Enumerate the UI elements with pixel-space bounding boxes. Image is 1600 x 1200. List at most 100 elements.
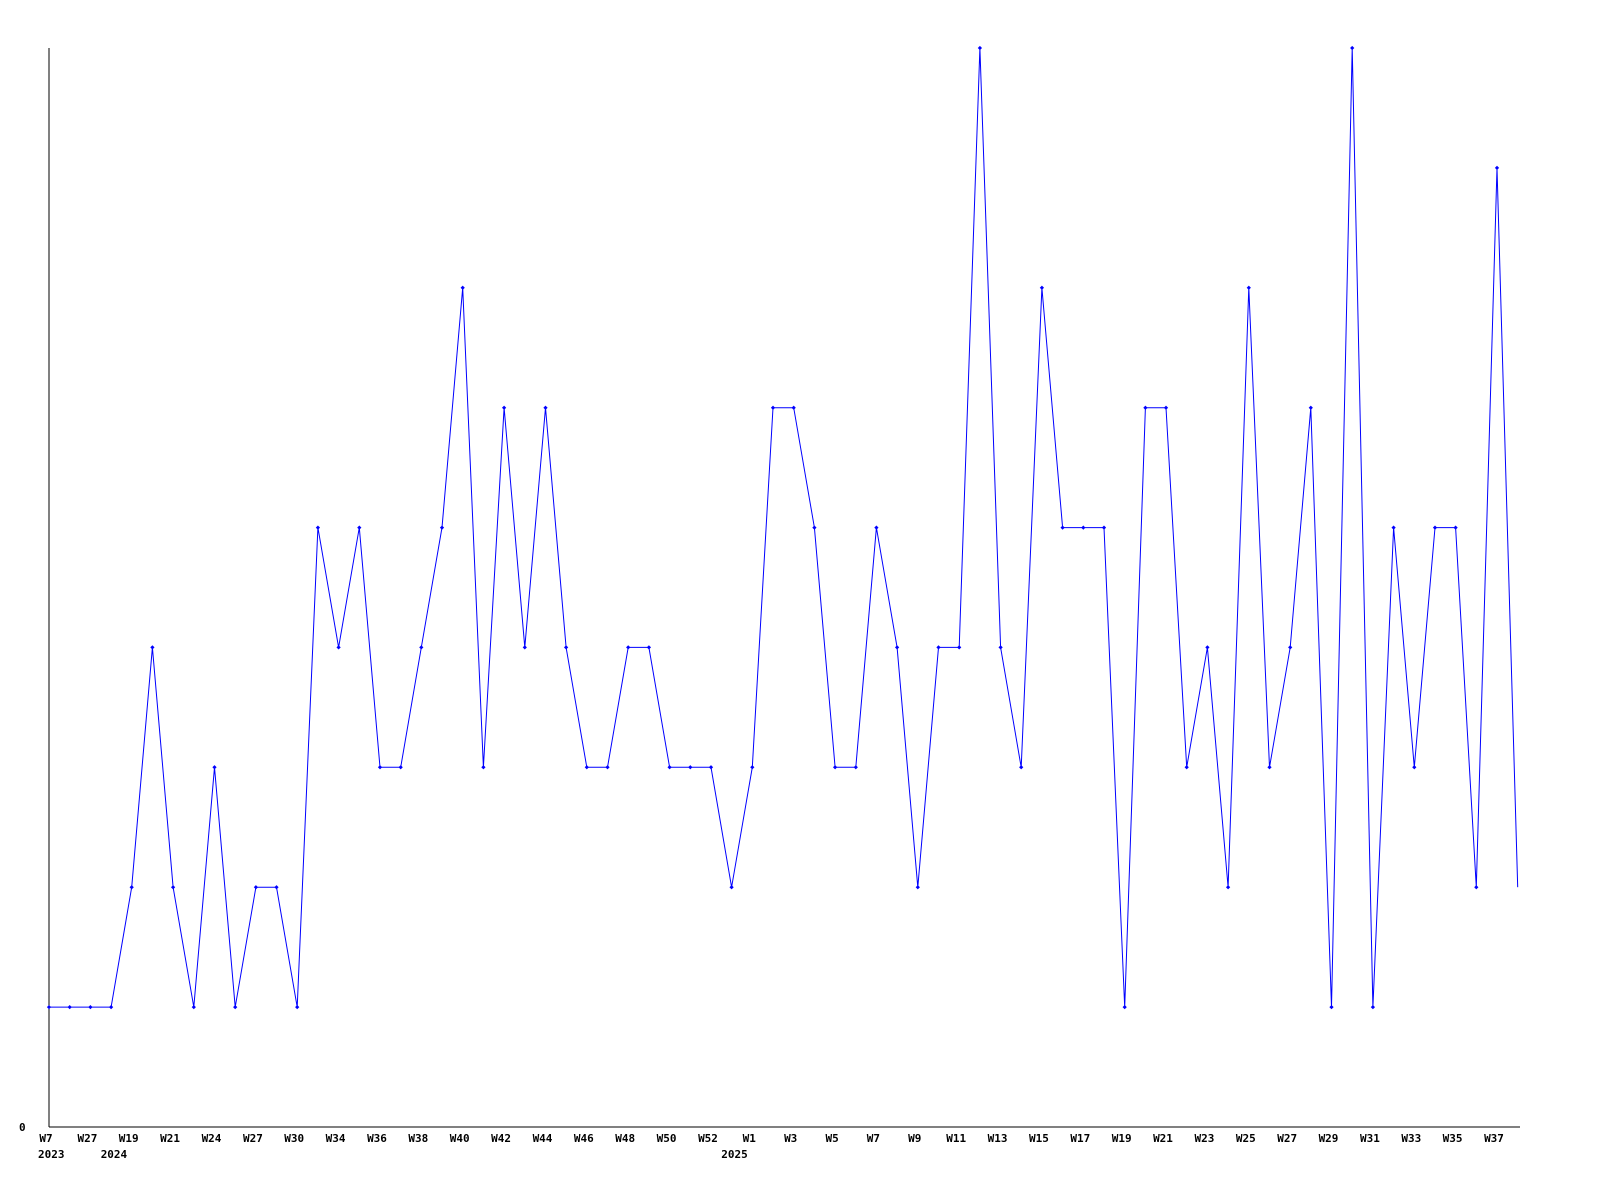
x-tick-label: W36	[367, 1132, 387, 1145]
data-point	[1329, 1004, 1334, 1010]
data-point	[1370, 1004, 1376, 1010]
data-point	[253, 885, 259, 890]
data-point	[894, 645, 900, 650]
data-point	[1288, 645, 1293, 650]
data-point	[915, 885, 920, 890]
x-tick-label: W40	[450, 1132, 470, 1145]
data-point	[481, 765, 486, 770]
data-point	[584, 765, 589, 770]
year-label: 2025	[721, 1148, 748, 1161]
x-tick-label: W34	[326, 1132, 346, 1145]
data-point	[812, 525, 817, 530]
y-tick-label: 0	[19, 1121, 26, 1134]
x-tick-label: W17	[1070, 1132, 1090, 1145]
data-point	[46, 1004, 52, 1010]
x-tick-label: W42	[491, 1132, 511, 1145]
data-point	[667, 765, 672, 770]
data-point	[1412, 765, 1417, 770]
data-point	[1308, 405, 1313, 410]
data-point	[1184, 765, 1189, 770]
data-point	[1474, 885, 1479, 890]
data-point	[770, 405, 776, 410]
data-point	[605, 765, 610, 770]
data-point	[460, 285, 465, 290]
data-point	[522, 645, 527, 650]
data-point	[274, 885, 279, 890]
data-point	[1163, 405, 1169, 410]
x-tick-label: W7	[39, 1132, 52, 1145]
x-tick-label: W29	[1319, 1132, 1339, 1145]
data-point	[398, 765, 403, 770]
data-point	[1060, 525, 1065, 530]
x-tick-label: W21	[160, 1132, 180, 1145]
data-point	[729, 885, 734, 890]
data-point	[1391, 525, 1396, 530]
data-point	[1350, 45, 1355, 51]
x-tick-label: W35	[1443, 1132, 1463, 1145]
data-point	[936, 645, 941, 650]
x-tick-label: W48	[615, 1132, 635, 1145]
series-line-group	[46, 45, 1519, 1010]
data-point	[1494, 165, 1500, 171]
x-tick-label: W19	[119, 1132, 139, 1145]
x-tick-label: W30	[284, 1132, 304, 1145]
x-tick-label: W9	[908, 1132, 921, 1145]
data-point	[646, 645, 652, 650]
data-point	[170, 885, 176, 890]
data-point	[708, 765, 714, 770]
series-line	[49, 47, 1519, 1008]
data-point	[543, 405, 548, 410]
x-tick-labels: W7 W27 W19 W21 W24 W27 W30 W34 W36 W38 W40 W42 W44 W4…	[38, 1132, 1504, 1161]
x-tick-label: W46	[574, 1132, 594, 1145]
data-point	[1267, 765, 1272, 770]
data-point	[439, 525, 445, 530]
data-point	[336, 645, 341, 650]
data-point	[295, 1004, 300, 1010]
x-tick-label: W5	[825, 1132, 838, 1145]
year-label: 2023	[38, 1148, 65, 1161]
x-tick-label: W52	[698, 1132, 718, 1145]
data-point	[419, 645, 424, 650]
data-point	[998, 645, 1003, 650]
data-point	[853, 765, 858, 770]
data-point	[88, 1004, 93, 1010]
data-point	[315, 525, 321, 530]
x-tick-label: W23	[1194, 1132, 1214, 1145]
data-point	[1453, 525, 1458, 530]
year-label: 2024	[101, 1148, 128, 1161]
x-tick-label: W11	[946, 1132, 966, 1145]
data-point	[1225, 885, 1231, 890]
x-tick-label: W13	[988, 1132, 1008, 1145]
data-point	[67, 1004, 72, 1010]
x-tick-label: W19	[1112, 1132, 1132, 1145]
x-tick-label: W31	[1360, 1132, 1380, 1145]
data-point	[750, 765, 755, 770]
data-point	[1101, 525, 1107, 530]
data-point	[1019, 765, 1024, 770]
x-tick-label: W50	[657, 1132, 677, 1145]
data-point	[108, 1004, 114, 1010]
data-point	[832, 765, 838, 770]
data-point	[563, 645, 569, 650]
x-tick-label: W27	[243, 1132, 263, 1145]
x-tick-label: W44	[533, 1132, 553, 1145]
data-point	[212, 765, 217, 770]
data-point	[1432, 525, 1438, 530]
data-point	[957, 645, 962, 650]
data-point	[501, 405, 507, 410]
data-point	[191, 1004, 196, 1010]
data-point	[1246, 285, 1251, 290]
x-tick-label: W27	[77, 1132, 97, 1145]
data-point	[874, 525, 879, 530]
data-point	[1143, 405, 1148, 410]
x-tick-label: W38	[408, 1132, 428, 1145]
data-point	[150, 645, 155, 650]
x-tick-label: W33	[1401, 1132, 1421, 1145]
x-tick-label: W7	[867, 1132, 880, 1145]
data-point	[377, 765, 383, 770]
data-point	[357, 525, 362, 530]
x-tick-label: W27	[1277, 1132, 1297, 1145]
data-point	[1081, 525, 1086, 530]
x-tick-label: W25	[1236, 1132, 1256, 1145]
